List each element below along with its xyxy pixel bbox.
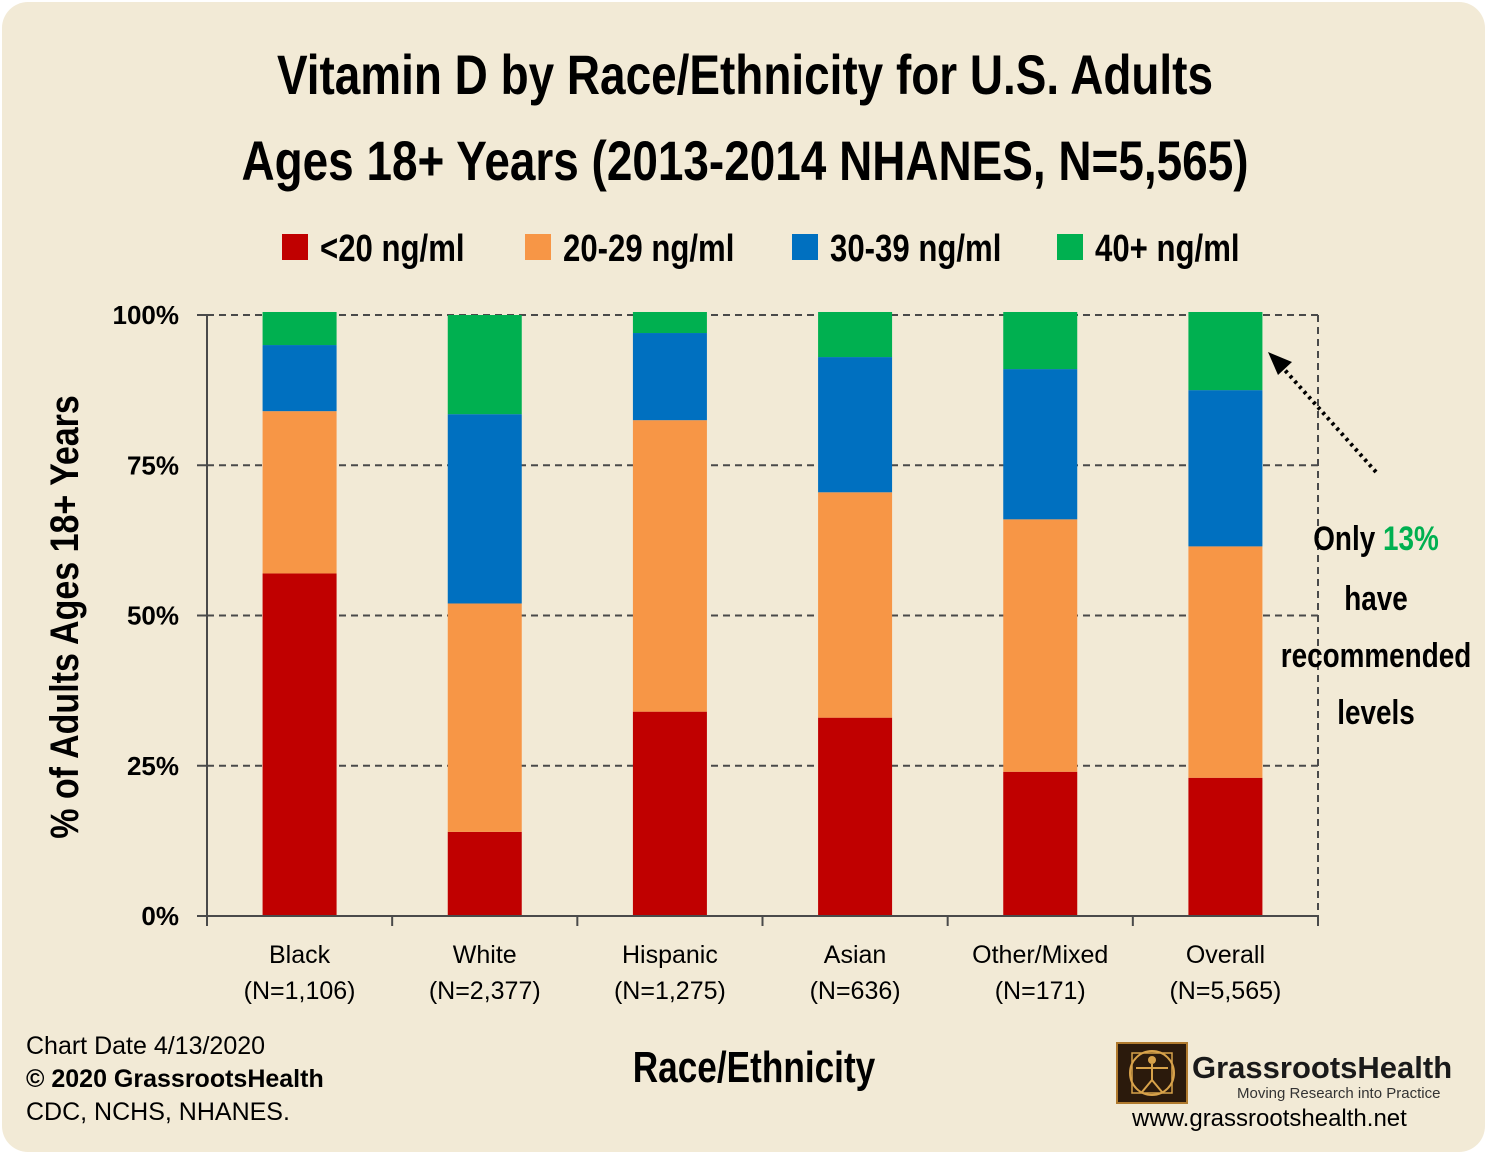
source: CDC, NCHS, NHANES.	[26, 1098, 290, 1126]
x-tick-sublabel: (N=636)	[810, 977, 901, 1005]
chart-date: Chart Date 4/13/2020	[26, 1032, 266, 1060]
logo-tagline: Moving Research into Practice	[1237, 1085, 1441, 1102]
legend-swatch	[525, 234, 551, 260]
annotation-prefix: Only	[1313, 519, 1376, 557]
legend-swatch	[792, 234, 818, 260]
bar-segment	[262, 411, 337, 574]
bar-segment	[818, 357, 893, 493]
bar-segment	[1003, 519, 1078, 772]
y-tick-label: 50%	[127, 601, 179, 631]
y-axis-label: % of Adults Ages 18+ Years	[41, 395, 86, 839]
annotation-highlight: 13%	[1383, 519, 1439, 557]
bar-segment	[632, 333, 707, 421]
axes	[197, 314, 1319, 926]
x-tick-labels: Black (N=1,106) White (N=2,377) Hispanic (N=1…	[244, 941, 1282, 1005]
bar-segment	[262, 311, 337, 346]
logo-url[interactable]: www.grassrootshealth.net	[1132, 1105, 1407, 1132]
legend-label: 20-29 ng/ml	[563, 228, 734, 270]
y-tick-label: 75%	[127, 450, 179, 480]
bar-segment	[1188, 546, 1263, 778]
annotation-line2: have	[1344, 579, 1408, 617]
x-tick-label: Asian	[824, 941, 887, 969]
legend-label: 30-39 ng/ml	[830, 228, 1001, 270]
legend-swatch	[1057, 234, 1083, 260]
chart-title-line2: Ages 18+ Years (2013-2014 NHANES, N=5,56…	[241, 130, 1248, 192]
logo-icon	[1116, 1042, 1188, 1104]
x-tick-sublabel: (N=2,377)	[429, 977, 541, 1005]
gridlines	[207, 314, 1319, 916]
bar-segment	[262, 345, 337, 412]
y-tick-labels: 0% 25% 50% 75% 100%	[113, 300, 180, 931]
annotation-arrow	[1281, 366, 1378, 474]
x-tick-sublabel: (N=1,275)	[614, 977, 726, 1005]
bar-segment	[632, 420, 707, 712]
x-tick-sublabel: (N=1,106)	[244, 977, 356, 1005]
y-tick-label: 100%	[113, 300, 180, 330]
legend-swatch	[282, 234, 308, 260]
bar-segment	[1003, 771, 1078, 916]
bars	[262, 311, 1263, 916]
bar-segment	[447, 603, 522, 832]
bar-segment	[1003, 311, 1078, 370]
bar-segment	[818, 492, 893, 718]
bar-segment	[632, 711, 707, 916]
x-tick-label: White	[453, 941, 517, 969]
x-tick-sublabel: (N=5,565)	[1169, 977, 1281, 1005]
x-axis-label: Race/Ethnicity	[633, 1043, 875, 1092]
logo-name: GrassrootsHealth	[1192, 1050, 1453, 1085]
bar-segment	[447, 315, 522, 415]
legend-label: <20 ng/ml	[320, 228, 465, 270]
bar-segment	[1003, 369, 1078, 520]
bar-segment	[262, 573, 337, 916]
bar-segment	[1188, 777, 1263, 916]
x-tick-label: Overall	[1186, 941, 1265, 969]
bar-segment	[1188, 311, 1263, 391]
y-tick-label: 25%	[127, 751, 179, 781]
y-tick-label: 0%	[141, 901, 179, 931]
svg-text:Only 13%: Only 13%	[1313, 519, 1438, 557]
copyright: © 2020 GrassrootsHealth	[26, 1065, 324, 1093]
bar-segment	[818, 717, 893, 916]
annotation-line4: levels	[1337, 693, 1414, 731]
bar-segment	[447, 414, 522, 604]
bar-segment	[818, 311, 893, 358]
bar-segment	[447, 831, 522, 916]
x-tick-sublabel: (N=171)	[995, 977, 1086, 1005]
annotation-line3: recommended	[1281, 636, 1471, 674]
legend: <20 ng/ml 20-29 ng/ml 30-39 ng/ml 40+ ng/ml	[282, 228, 1240, 270]
bar-segment	[632, 311, 707, 334]
x-tick-label: Other/Mixed	[972, 941, 1108, 969]
bar-segment	[1188, 390, 1263, 547]
chart-title-line1: Vitamin D by Race/Ethnicity for U.S. Adu…	[277, 44, 1213, 106]
annotation-arrow-head	[1268, 352, 1292, 375]
x-tick-label: Black	[269, 941, 331, 969]
legend-label: 40+ ng/ml	[1095, 228, 1240, 270]
x-tick-label: Hispanic	[622, 941, 718, 969]
annotation: Only 13% have recommended levels	[1281, 519, 1471, 731]
